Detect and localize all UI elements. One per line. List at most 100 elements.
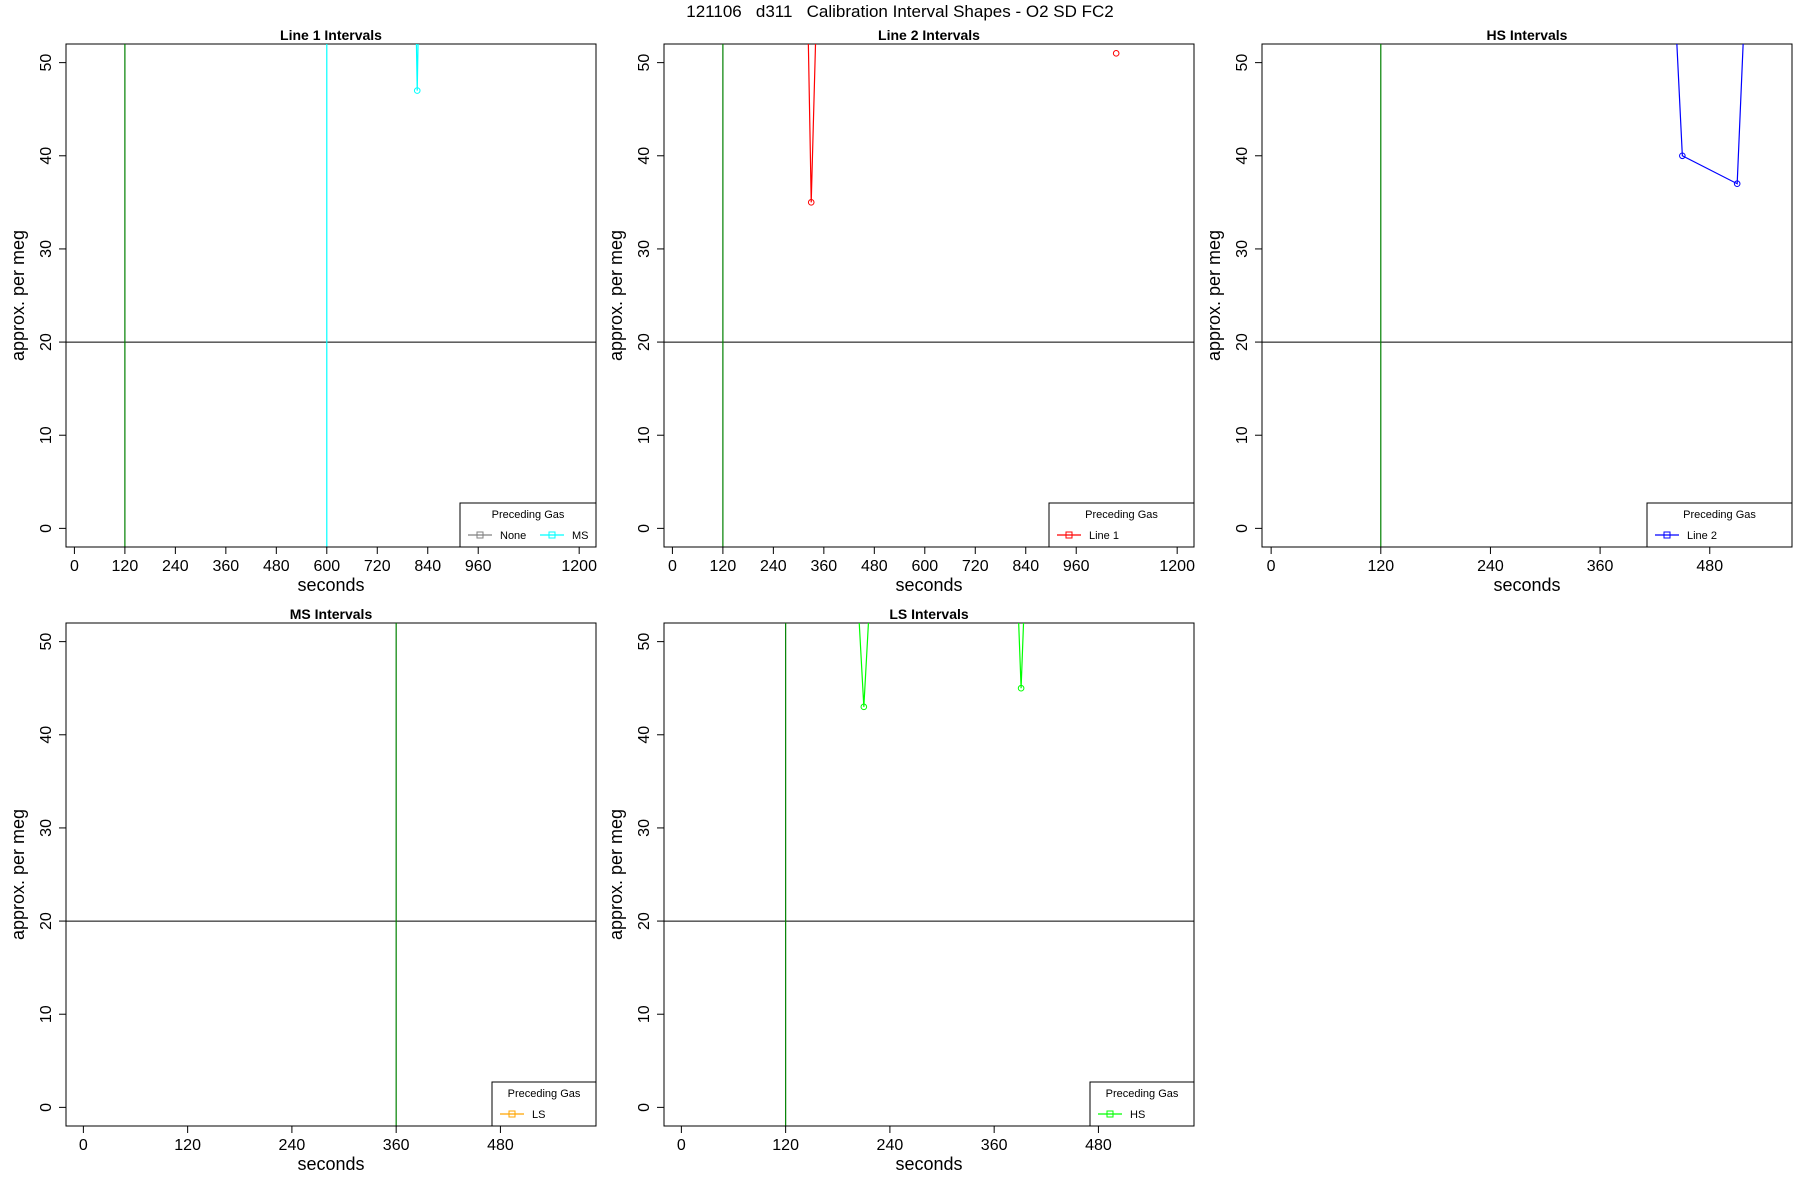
y-axis-label: approx. per meg: [8, 230, 28, 361]
y-tick-label: 0: [636, 524, 653, 533]
data-point: [413, 87, 421, 94]
x-tick-label: 480: [263, 558, 290, 575]
x-tick-label: 360: [810, 558, 837, 575]
x-tick-label: 240: [279, 1137, 306, 1154]
legend-title: Preceding Gas: [1106, 1088, 1179, 1100]
legend-swatch-marker: [476, 531, 484, 539]
panel-title: Line 1 Intervals: [280, 27, 382, 43]
legend-title: Preceding Gas: [1683, 509, 1756, 521]
legend-entry: Line 2: [1687, 530, 1717, 542]
x-tick-label: 480: [1085, 1137, 1112, 1154]
data-point: [1679, 152, 1686, 160]
legend-entry: MS: [572, 530, 589, 542]
y-tick-label: 50: [38, 54, 55, 72]
y-tick-label: 10: [38, 426, 55, 444]
plot-area: [1262, 44, 1792, 547]
x-tick-label: 960: [465, 558, 492, 575]
series-line: [1676, 44, 1744, 185]
y-tick-label: 20: [1234, 333, 1251, 351]
x-tick-label: 120: [710, 558, 737, 575]
legend-title: Preceding Gas: [1085, 509, 1158, 521]
x-tick-label: 240: [162, 558, 189, 575]
y-tick-label: 30: [1234, 240, 1251, 258]
legend: Preceding Gas HS: [1089, 1081, 1195, 1127]
legend-box: [459, 502, 597, 548]
data-point: [1733, 180, 1741, 188]
panel-title: Line 2 Intervals: [878, 27, 980, 43]
series-line: [415, 44, 419, 91]
x-tick-label: 1200: [561, 558, 597, 575]
x-axis-label: seconds: [895, 575, 962, 595]
y-axis-label: approx. per meg: [8, 809, 28, 940]
y-tick-label: 40: [38, 726, 55, 744]
panel-2: Line 2 Intervals 0 120 240 360 480 600 720 840 96…: [606, 27, 1195, 595]
y-tick-label: 30: [636, 819, 653, 837]
y-axis-label: approx. per meg: [606, 809, 626, 940]
x-tick-label: 480: [487, 1137, 514, 1154]
plot-area: [66, 44, 596, 547]
y-tick-label: 40: [1234, 147, 1251, 165]
x-tick-label: 1200: [1159, 558, 1195, 575]
y-tick-label: 30: [636, 240, 653, 258]
series-line: [807, 44, 817, 203]
legend-swatch-marker: [548, 531, 556, 539]
y-tick-label: 30: [38, 240, 55, 258]
data-point: [1112, 50, 1120, 57]
panel-3: HS Intervals 0 120 240 360 480 seconds 0 10 20 30 4…: [1204, 27, 1793, 595]
legend-box: [1048, 502, 1195, 548]
panel-title: HS Intervals: [1487, 27, 1568, 43]
x-tick-label: 0: [1267, 558, 1276, 575]
legend: Preceding Gas LS: [491, 1081, 597, 1127]
y-tick-label: 0: [38, 524, 55, 533]
x-tick-label: 240: [1477, 558, 1504, 575]
x-tick-label: 0: [677, 1137, 686, 1154]
series-line: [858, 623, 870, 707]
y-tick-label: 50: [636, 633, 653, 651]
legend-box: [1089, 1081, 1195, 1127]
x-tick-label: 720: [962, 558, 989, 575]
x-tick-label: 600: [313, 558, 340, 575]
legend: Preceding Gas Line 1: [1048, 502, 1195, 548]
legend-swatch-marker: [1065, 531, 1073, 539]
x-tick-label: 120: [174, 1137, 201, 1154]
x-tick-label: 840: [1012, 558, 1039, 575]
x-tick-label: 120: [1367, 558, 1394, 575]
plot-area: [664, 623, 1194, 1126]
y-tick-label: 40: [38, 147, 55, 165]
plot-frame: [65, 622, 597, 1127]
x-tick-label: 0: [79, 1137, 88, 1154]
data-point: [1017, 684, 1025, 692]
x-tick-label: 720: [364, 558, 391, 575]
x-tick-label: 960: [1063, 558, 1090, 575]
x-axis-label: seconds: [297, 1154, 364, 1174]
y-tick-label: 10: [38, 1005, 55, 1023]
legend-title: Preceding Gas: [508, 1088, 581, 1100]
x-tick-label: 120: [772, 1137, 799, 1154]
plot-frame: [65, 43, 597, 548]
x-tick-label: 360: [1587, 558, 1614, 575]
x-tick-label: 0: [668, 558, 677, 575]
y-tick-label: 0: [38, 1103, 55, 1112]
plot-area: [66, 623, 596, 1126]
y-tick-label: 20: [38, 912, 55, 930]
legend-entry: None: [500, 530, 526, 542]
legend-entry: LS: [532, 1109, 545, 1121]
legend: Preceding Gas Line 2: [1646, 502, 1793, 548]
x-tick-label: 600: [911, 558, 938, 575]
y-tick-label: 20: [38, 333, 55, 351]
y-axis-label: approx. per meg: [606, 230, 626, 361]
y-tick-label: 10: [636, 1005, 653, 1023]
x-tick-label: 360: [981, 1137, 1008, 1154]
y-tick-label: 20: [636, 333, 653, 351]
data-point: [860, 703, 868, 711]
x-axis-label: seconds: [297, 575, 364, 595]
x-tick-label: 840: [414, 558, 441, 575]
y-tick-label: 50: [1234, 54, 1251, 72]
x-tick-label: 240: [877, 1137, 904, 1154]
panel-4: MS Intervals 0 120 240 360 480 seconds 0 10 20 30 4…: [8, 606, 597, 1174]
x-tick-label: 360: [212, 558, 239, 575]
legend-entry: Line 1: [1089, 530, 1119, 542]
legend-swatch-marker: [1106, 1110, 1114, 1118]
y-tick-label: 0: [1234, 524, 1251, 533]
panel-title: LS Intervals: [889, 606, 969, 622]
